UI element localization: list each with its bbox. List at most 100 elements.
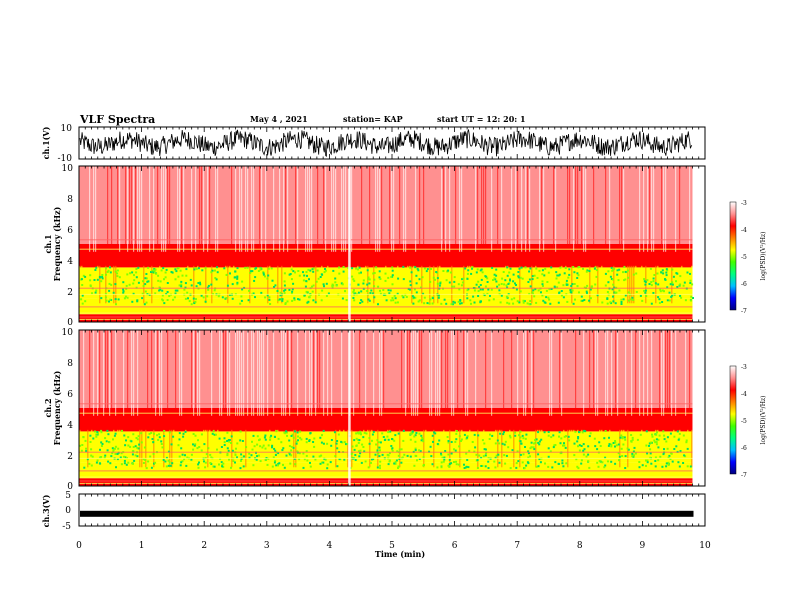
spectral-speckle — [664, 278, 667, 281]
spectral-speckle — [390, 276, 393, 278]
spectral-speckle — [447, 441, 450, 444]
spectral-speckle — [471, 267, 473, 270]
spectral-speckle — [376, 466, 379, 469]
spectral-speckle — [133, 274, 135, 277]
spectral-speckle — [251, 270, 254, 273]
spectral-speckle — [632, 298, 635, 301]
spectral-streak — [161, 166, 163, 252]
spectral-speckle — [517, 275, 520, 278]
spectral-speckle — [84, 300, 87, 303]
spectral-speckle — [636, 438, 639, 441]
spectral-speckle — [576, 277, 579, 279]
ch1-tick-top: 10 — [61, 124, 73, 134]
ch3-tick-top: 5 — [65, 491, 71, 501]
spectral-speckle — [240, 459, 242, 462]
spectral-streak — [115, 330, 117, 416]
spectral-speckle — [116, 458, 119, 461]
spectral-streak — [555, 166, 557, 252]
spectral-speckle — [117, 447, 120, 450]
spectral-speckle — [181, 274, 184, 277]
spectral-speckle — [440, 452, 442, 455]
spectral-speckle — [290, 292, 293, 295]
spectral-speckle — [264, 296, 267, 299]
spectral-speckle — [535, 465, 538, 468]
spectral-speckle — [595, 269, 598, 272]
spectral-streak — [617, 330, 619, 416]
spectral-streak — [181, 330, 183, 416]
spectral-speckle — [621, 437, 624, 440]
spectral-speckle — [411, 295, 414, 298]
spectral-speckle — [162, 267, 165, 270]
spectral-speckle — [356, 438, 359, 441]
spectral-speckle — [190, 284, 193, 287]
spectral-speckle — [402, 296, 405, 299]
spectral-speckle — [596, 461, 599, 464]
spectral-speckle — [91, 292, 93, 295]
spectral-speckle — [357, 291, 360, 294]
spectral-speckle — [656, 272, 659, 275]
spectral-speckle — [122, 290, 125, 293]
spectral-speckle — [312, 441, 315, 443]
spectral-streak — [107, 166, 109, 252]
spectral-speckle — [391, 269, 394, 272]
spectral-streak — [675, 330, 677, 416]
spectral-speckle — [194, 434, 197, 437]
spectral-speckle — [210, 271, 213, 274]
spectral-speckle — [312, 267, 315, 270]
spectral-speckle — [360, 299, 363, 302]
spectral-speckle — [577, 274, 580, 277]
spectral-speckle — [466, 435, 469, 438]
spectral-speckle — [483, 294, 486, 297]
spectral-speckle — [273, 447, 276, 450]
spectral-speckle — [147, 266, 150, 269]
spectral-speckle — [624, 455, 627, 458]
spectral-speckle — [515, 284, 517, 286]
spectral-speckle — [474, 446, 477, 449]
spectral-streak — [209, 429, 211, 468]
spectral-speckle — [158, 436, 161, 439]
spectral-speckle — [451, 285, 454, 288]
spectral-streak — [145, 429, 147, 468]
spectral-speckle — [420, 434, 423, 437]
spectral-speckle — [157, 274, 160, 277]
spectral-speckle — [673, 448, 676, 450]
spectral-speckle — [211, 432, 214, 435]
spectral-speckle — [394, 297, 397, 300]
spectral-speckle — [594, 266, 597, 269]
spectral-speckle — [416, 459, 418, 462]
spectral-speckle — [361, 443, 364, 446]
spectral-speckle — [371, 292, 374, 295]
spectral-speckle — [611, 269, 614, 272]
spectral-speckle — [302, 271, 304, 274]
spectral-speckle — [657, 459, 660, 462]
spectral-speckle — [670, 295, 673, 298]
spectral-speckle — [449, 271, 452, 274]
spectral-speckle — [262, 273, 265, 276]
spectral-streak — [175, 330, 177, 416]
spectral-streak — [259, 166, 261, 252]
spectral-speckle — [326, 467, 329, 470]
spectral-speckle — [387, 289, 390, 292]
spectral-speckle — [458, 435, 461, 438]
spectral-speckle — [185, 464, 188, 467]
spectral-speckle — [644, 289, 647, 292]
spectral-streak — [269, 265, 271, 304]
header-date: May 4 , 2021 — [250, 114, 308, 124]
spectral-streak — [345, 166, 347, 252]
spectral-speckle — [513, 297, 516, 300]
spectral-streak — [647, 330, 649, 416]
spectral-streak — [601, 265, 603, 304]
spectral-speckle — [104, 437, 107, 440]
spectral-speckle — [588, 466, 591, 469]
spectral-speckle — [183, 458, 186, 461]
spectral-speckle — [357, 268, 359, 271]
spectral-speckle — [318, 455, 321, 458]
spectral-speckle — [267, 274, 270, 277]
spectral-speckle — [178, 284, 181, 287]
spectral-speckle — [632, 273, 635, 276]
spectral-streak — [157, 330, 159, 416]
spectral-speckle — [147, 280, 150, 283]
spectral-speckle — [387, 276, 390, 279]
header-start-time: start UT = 12: 20: 1 — [437, 114, 526, 124]
narrowband-line — [79, 316, 693, 318]
